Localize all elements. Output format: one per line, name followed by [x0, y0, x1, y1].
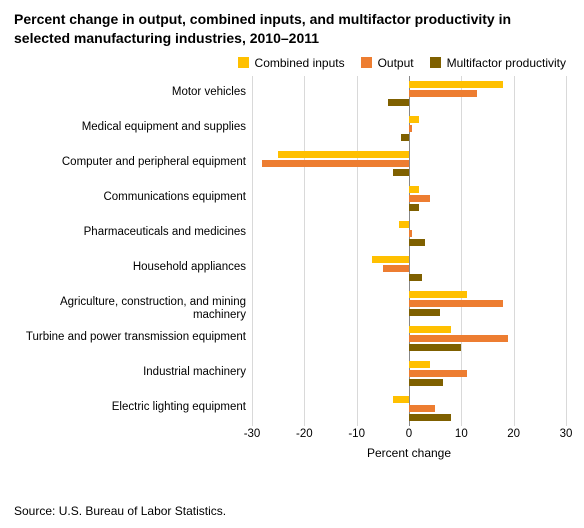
chart: Motor vehicles Medical equipment and supp…: [14, 76, 566, 458]
bar: [409, 370, 467, 377]
x-tick-label: 30: [560, 428, 573, 440]
bar: [409, 344, 461, 351]
bar: [409, 379, 443, 386]
legend-item: Combined inputs: [238, 56, 345, 70]
y-axis-labels: Motor vehicles Medical equipment and supp…: [14, 76, 246, 426]
category-label: Agriculture, construction, and mining ma…: [14, 296, 246, 321]
bar-group: [252, 251, 566, 286]
category-label: Medical equipment and supplies: [14, 121, 246, 134]
legend-swatch: [430, 57, 441, 68]
bar: [409, 239, 425, 246]
bar-group: [252, 181, 566, 216]
plot-area: [252, 76, 566, 426]
legend-item: Multifactor productivity: [430, 56, 566, 70]
category-label: Electric lighting equipment: [14, 401, 246, 414]
bar: [393, 396, 409, 403]
bar: [409, 300, 503, 307]
bar: [409, 414, 451, 421]
legend-label: Combined inputs: [255, 56, 345, 70]
x-tick-label: 20: [507, 428, 520, 440]
bar: [262, 160, 409, 167]
category-label: Pharmaceuticals and medicines: [14, 226, 246, 239]
bar-group: [252, 321, 566, 356]
bar-group: [252, 391, 566, 426]
bar: [409, 361, 430, 368]
bar: [409, 90, 477, 97]
bar: [409, 125, 412, 132]
bar-group: [252, 286, 566, 321]
chart-title: Percent change in output, combined input…: [0, 0, 584, 52]
category-label: Communications equipment: [14, 191, 246, 204]
source-line: Source: U.S. Bureau of Labor Statistics.: [14, 504, 226, 518]
bar: [409, 195, 430, 202]
x-tick-label: -10: [348, 428, 365, 440]
bar: [393, 169, 409, 176]
bar: [388, 99, 409, 106]
category-label: Computer and peripheral equipment: [14, 156, 246, 169]
bar: [409, 186, 419, 193]
bar: [409, 405, 435, 412]
bar-group: [252, 76, 566, 111]
legend: Combined inputs Output Multifactor product…: [0, 52, 584, 76]
bar-group: [252, 111, 566, 146]
bar: [383, 265, 409, 272]
x-tick-label: -30: [244, 428, 261, 440]
x-axis-label: Percent change: [252, 446, 566, 460]
bar: [409, 230, 412, 237]
legend-swatch: [361, 57, 372, 68]
bar: [409, 204, 419, 211]
legend-item: Output: [361, 56, 414, 70]
bar: [399, 221, 409, 228]
gridline: [566, 76, 567, 426]
category-label: Turbine and power transmission equipment: [14, 331, 246, 344]
x-tick-label: 10: [455, 428, 468, 440]
bar-group: [252, 216, 566, 251]
category-label: Industrial machinery: [14, 366, 246, 379]
x-tick-label: -20: [296, 428, 313, 440]
x-tick-label: 0: [406, 428, 412, 440]
bar: [401, 134, 409, 141]
legend-label: Multifactor productivity: [447, 56, 566, 70]
legend-label: Output: [378, 56, 414, 70]
bar: [409, 274, 422, 281]
x-axis-ticks: -30-20-100102030: [252, 428, 566, 444]
legend-swatch: [238, 57, 249, 68]
bar: [409, 116, 419, 123]
bar: [409, 81, 503, 88]
category-label: Motor vehicles: [14, 86, 246, 99]
bar-group: [252, 146, 566, 181]
bar: [409, 326, 451, 333]
bar: [409, 335, 508, 342]
bar-group: [252, 356, 566, 391]
category-label: Household appliances: [14, 261, 246, 274]
bar: [409, 309, 440, 316]
bar: [372, 256, 409, 263]
bar: [409, 291, 467, 298]
bar: [278, 151, 409, 158]
